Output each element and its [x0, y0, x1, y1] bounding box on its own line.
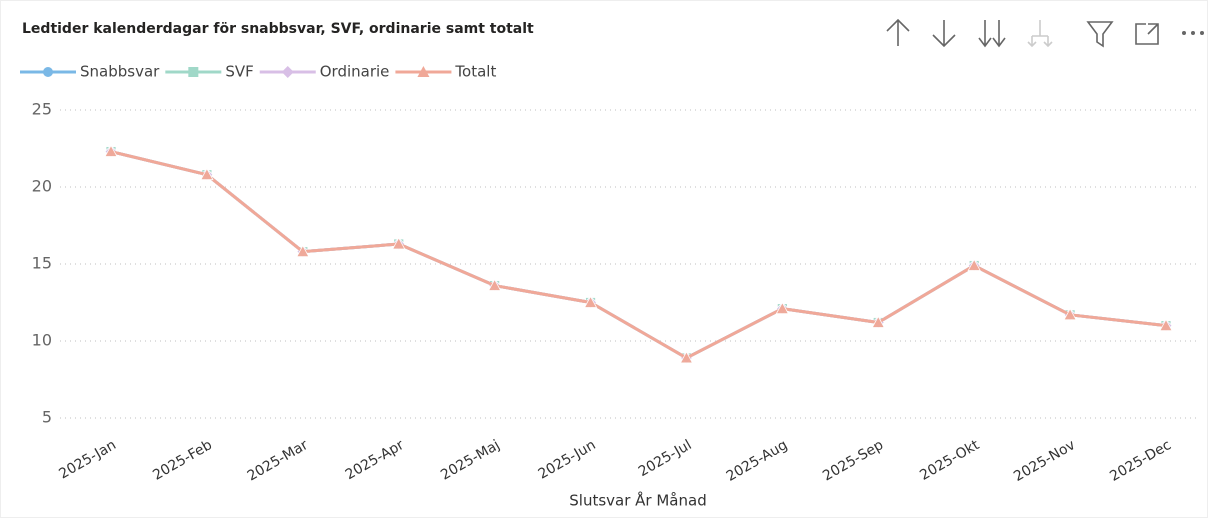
expand-all-icon[interactable] — [978, 20, 1006, 48]
legend-item: SVF — [165, 63, 254, 81]
point-marker — [296, 244, 310, 258]
legend-label: Totalt — [454, 63, 496, 81]
legend-marker — [281, 66, 294, 78]
legend-label: SVF — [225, 63, 253, 81]
y-tick-label: 20 — [32, 177, 52, 196]
legend-label: Ordinarie — [320, 63, 390, 81]
point-marker — [487, 278, 502, 291]
sort-down-icon[interactable] — [932, 20, 956, 48]
point-marker — [1159, 318, 1173, 331]
y-tick-label: 10 — [32, 331, 52, 350]
point-marker — [679, 351, 694, 364]
legend-item: Snabbsvar — [20, 63, 160, 81]
chart-title: Ledtider kalenderdagar för snabbsvar, SV… — [22, 21, 534, 37]
more-icon[interactable] — [1182, 31, 1204, 35]
drill-icon — [1027, 20, 1053, 48]
series-line — [110, 150, 1167, 360]
point-marker — [1063, 307, 1077, 321]
point-marker — [871, 315, 885, 328]
filter-icon[interactable] — [1086, 21, 1114, 48]
y-tick-label: 5 — [42, 408, 52, 427]
legend-item: Ordinarie — [259, 63, 390, 81]
legend-marker — [417, 66, 430, 77]
point-marker — [967, 258, 981, 271]
point-marker — [392, 237, 406, 250]
point-marker — [583, 295, 598, 308]
point-marker — [775, 301, 790, 315]
legend-label: Snabbsvar — [80, 63, 160, 81]
toolbar — [886, 18, 1204, 48]
point-marker — [104, 144, 118, 157]
point-marker — [200, 167, 214, 181]
y-tick-label: 25 — [32, 100, 52, 119]
sort-up-icon[interactable] — [886, 18, 910, 46]
legend-item: Totalt — [395, 63, 496, 81]
focus-icon[interactable] — [1135, 23, 1159, 45]
legend-marker — [188, 67, 199, 77]
legend-marker — [43, 67, 53, 77]
y-tick-label: 15 — [32, 254, 52, 273]
x-axis-title: Slutsvar År Månad — [569, 491, 706, 510]
